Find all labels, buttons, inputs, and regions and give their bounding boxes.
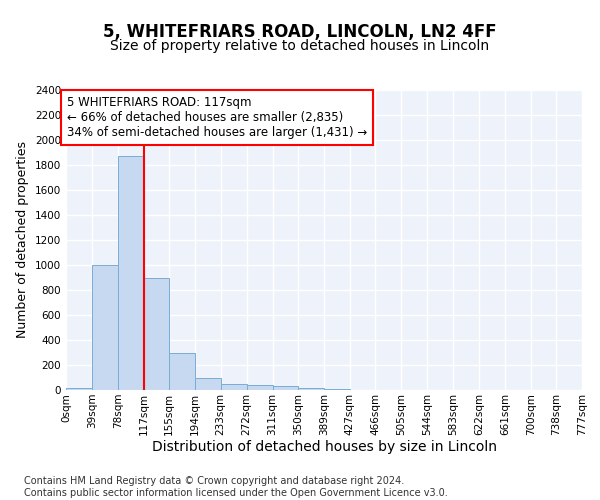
Bar (66, 388, 92, 390)
Bar (298, 388, 325, 390)
Bar (169, 352, 195, 390)
Y-axis label: Number of detached properties: Number of detached properties (16, 142, 29, 338)
Bar (92, 265, 118, 390)
Bar (118, 156, 143, 390)
Bar (221, 384, 247, 390)
Bar (195, 378, 221, 390)
Bar (247, 385, 272, 390)
X-axis label: Distribution of detached houses by size in Lincoln: Distribution of detached houses by size … (151, 440, 497, 454)
Text: 5 WHITEFRIARS ROAD: 117sqm
← 66% of detached houses are smaller (2,835)
34% of s: 5 WHITEFRIARS ROAD: 117sqm ← 66% of deta… (67, 96, 368, 139)
Bar (272, 386, 298, 390)
Bar (143, 278, 169, 390)
Text: Size of property relative to detached houses in Lincoln: Size of property relative to detached ho… (110, 39, 490, 53)
Text: 5, WHITEFRIARS ROAD, LINCOLN, LN2 4FF: 5, WHITEFRIARS ROAD, LINCOLN, LN2 4FF (103, 22, 497, 40)
Text: Contains HM Land Registry data © Crown copyright and database right 2024.
Contai: Contains HM Land Registry data © Crown c… (24, 476, 448, 498)
